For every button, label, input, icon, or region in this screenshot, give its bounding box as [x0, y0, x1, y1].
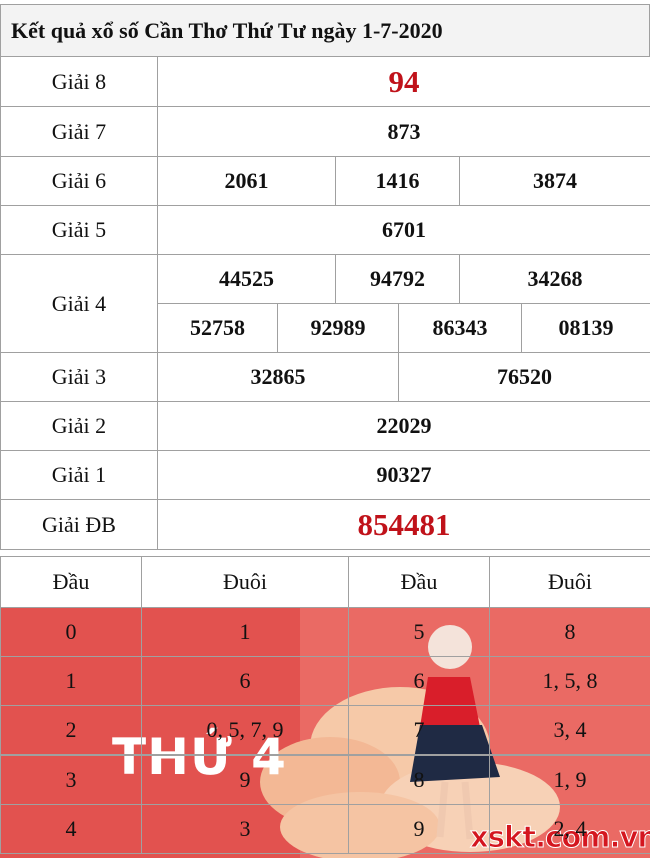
prize-number: 854481: [157, 499, 650, 550]
prize-number: 94: [157, 56, 650, 107]
prize-number: 22029: [157, 401, 650, 451]
loto-header: Đầu: [348, 556, 490, 608]
loto-cell: 3: [0, 754, 142, 805]
loto-header: Đuôi: [141, 556, 349, 608]
loto-cell: 6: [141, 656, 349, 707]
loto-cell: 7: [348, 705, 490, 756]
prize-label: Giải 8: [0, 56, 158, 107]
loto-cell: 1, 9: [489, 754, 650, 805]
prize-label: Giải 5: [0, 205, 158, 255]
loto-cell: 1, 5, 8: [489, 656, 650, 707]
loto-cell: 2, 4: [489, 803, 650, 854]
loto-cell: 1: [141, 607, 349, 657]
loto-cell: 8: [348, 754, 490, 805]
prize-number: 44525: [157, 254, 336, 304]
loto-cell: 1: [0, 656, 142, 707]
prize-label: Giải 2: [0, 401, 158, 451]
prize-number: 90327: [157, 450, 650, 500]
loto-cell: 8: [489, 607, 650, 657]
loto-cell: 6: [348, 656, 490, 707]
loto-cell: 5: [348, 607, 490, 657]
title: Kết quả xổ số Cần Thơ Thứ Tư ngày 1-7-20…: [0, 4, 650, 57]
loto-header: Đuôi: [489, 556, 650, 608]
loto-cell: 9: [141, 754, 349, 805]
loto-header: Đầu: [0, 556, 142, 608]
loto-cell: 4: [0, 803, 142, 854]
prize-number: 6701: [157, 205, 650, 255]
prize-number: 86343: [398, 303, 522, 353]
loto-cell: 2: [0, 705, 142, 756]
prize-number: 08139: [521, 303, 650, 353]
prize-label: Giải 7: [0, 106, 158, 157]
loto-cell: 3, 4: [489, 705, 650, 756]
prize-number: 32865: [157, 352, 399, 402]
loto-cell: 3: [141, 803, 349, 854]
loto-cell: 0: [0, 607, 142, 657]
prize-label: Giải 6: [0, 156, 158, 206]
prize-number: 76520: [398, 352, 650, 402]
prize-number: 34268: [459, 254, 650, 304]
prize-number: 92989: [277, 303, 399, 353]
prize-number: 94792: [335, 254, 460, 304]
loto-cell: 9: [348, 803, 490, 854]
prize-number: 52758: [157, 303, 278, 353]
prize-number: 873: [157, 106, 650, 157]
prize-number: 1416: [335, 156, 460, 206]
prize-label: Giải 1: [0, 450, 158, 500]
prize-number: 2061: [157, 156, 336, 206]
prize-label: Giải 4: [0, 254, 158, 353]
site-logo: xskt.com.vn: [469, 820, 650, 855]
banner-text: THỨ 4: [112, 728, 287, 786]
prize-label: Giải 3: [0, 352, 158, 402]
prize-label: Giải ĐB: [0, 499, 158, 550]
loto-cell: 0, 5, 7, 9: [141, 705, 349, 756]
banner-image: [0, 607, 650, 858]
prize-number: 3874: [459, 156, 650, 206]
